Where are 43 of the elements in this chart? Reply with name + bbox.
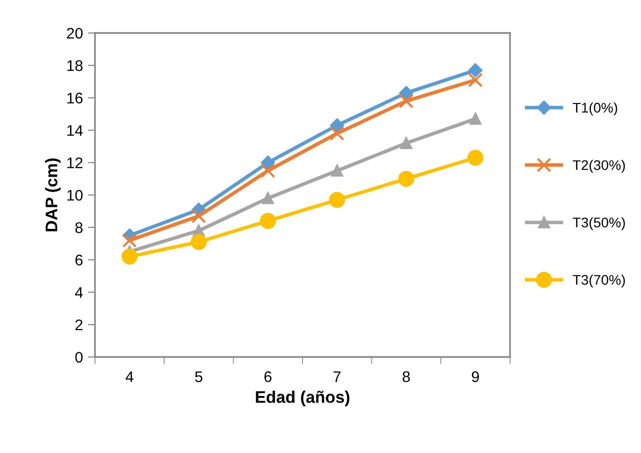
- point: [400, 137, 412, 150]
- point: [260, 156, 275, 170]
- x-tick-label: 5: [195, 371, 202, 382]
- point: [122, 248, 138, 265]
- y-tick-label: 6: [75, 254, 83, 266]
- point: [190, 234, 207, 250]
- point: [398, 170, 414, 187]
- point: [399, 86, 414, 100]
- point: [262, 192, 274, 204]
- x-tick-label: 8: [402, 371, 410, 382]
- x-tick-label: 9: [472, 371, 479, 382]
- y-tick-label: 2: [75, 319, 82, 330]
- point: [467, 150, 484, 166]
- point: [331, 164, 343, 177]
- point: [260, 212, 276, 229]
- point: [260, 163, 276, 178]
- y-axis-title: DAP (cm): [45, 158, 61, 232]
- x-tick-label: 4: [126, 371, 134, 382]
- y-tick-label: 14: [67, 125, 83, 136]
- point: [191, 208, 206, 224]
- point: [122, 233, 137, 248]
- x-tick-label: 6: [264, 371, 272, 382]
- point: [330, 118, 344, 132]
- legend-label: T1(0%): [572, 102, 618, 116]
- x-axis-title: Edad (años): [256, 390, 350, 406]
- x-tick-label: 7: [334, 371, 341, 382]
- point: [329, 192, 346, 208]
- y-tick-label: 10: [67, 190, 83, 201]
- y-tick-label: 16: [67, 92, 83, 104]
- point: [330, 126, 344, 141]
- legend-label: T2(30%): [572, 160, 625, 173]
- point: [470, 112, 482, 125]
- y-tick-label: 0: [75, 352, 83, 363]
- y-tick-label: 8: [75, 222, 83, 234]
- point: [468, 63, 482, 78]
- y-tick-label: 20: [66, 28, 83, 39]
- y-tick-label: 18: [67, 60, 83, 72]
- legend-label: T3(50%): [572, 217, 625, 230]
- legend-label: T3(70%): [572, 274, 625, 288]
- y-tick-label: 12: [67, 157, 82, 168]
- point: [398, 94, 414, 108]
- point: [468, 72, 483, 88]
- y-tick-label: 4: [75, 287, 83, 298]
